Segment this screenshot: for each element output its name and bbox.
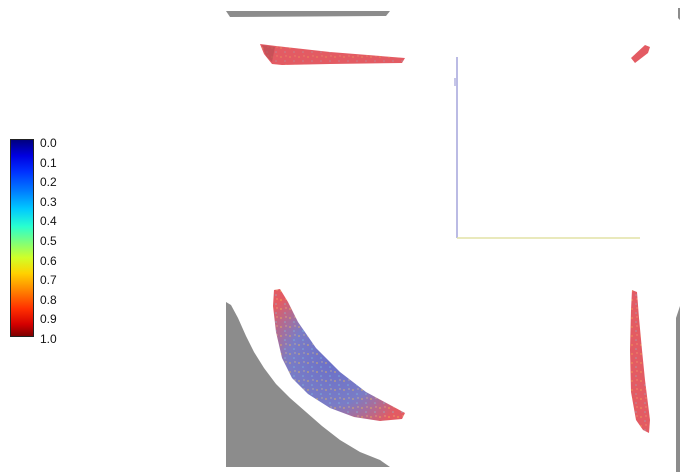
colorbar-tick-label: 0.2 (40, 175, 57, 190)
colorbar-tick-label: 1.0 (40, 332, 57, 346)
colored-surface-triangle (273, 289, 405, 421)
colorbar-tick-label: 0.5 (40, 234, 57, 248)
colorbar-tick-label: 0.4 (40, 214, 57, 229)
red-surface-sliver-top (260, 44, 405, 65)
gray-mesh-strip-top (226, 11, 390, 17)
colorbar-tick-label: 0.1 (40, 155, 57, 170)
colorbar-tick-label: 0.3 (40, 194, 57, 209)
colorbar-tick-label: 0.0 (40, 136, 57, 150)
colorbar-tick-label: 0.9 (40, 312, 57, 327)
colorbar-tick-label: 0.8 (40, 292, 57, 307)
colorbar-tick-label: 0.7 (40, 273, 57, 288)
red-surface-strip-right (630, 290, 650, 433)
gray-mesh-edge-right (676, 306, 680, 472)
colorbar-tick-label: 0.6 (40, 253, 57, 268)
gray-mesh-body (226, 302, 390, 467)
colorbar-scale (10, 139, 34, 337)
cross-section-outline (454, 57, 640, 239)
red-surface-sliver-top-right (631, 45, 650, 63)
